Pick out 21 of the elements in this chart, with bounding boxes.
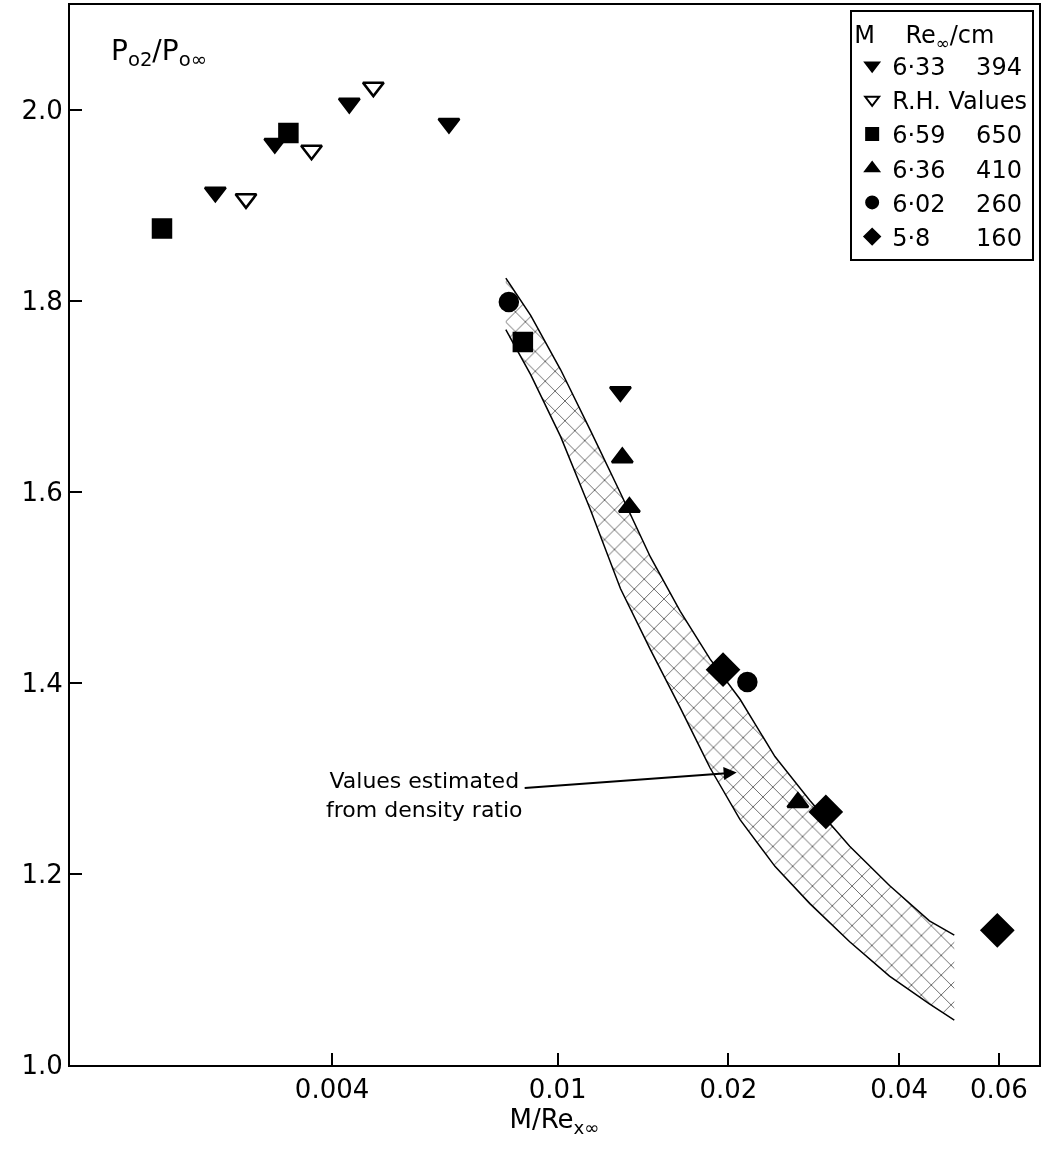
legend-label: 5·8 160 (892, 223, 1022, 252)
y-tick-label: 1.2 (21, 859, 63, 890)
y-tick-label: 1.0 (21, 1050, 63, 1081)
y-tick-label: 2.0 (21, 95, 63, 126)
legend-label: 6·33 394 (892, 52, 1022, 81)
y-tick-label: 1.8 (21, 286, 63, 317)
legend-label: R.H. Values (892, 87, 1027, 116)
legend-label: 6·02 260 (892, 189, 1022, 218)
x-tick-label: 0.06 (969, 1074, 1028, 1105)
y-tick-label: 1.6 (21, 477, 63, 508)
legend-label: 6·36 410 (892, 155, 1022, 184)
x-axis-title: M/Re$_{x∞}$ (509, 1104, 600, 1138)
x-tick-label: 0.01 (528, 1074, 587, 1105)
y-axis-title: P$_{o2}$/P$_{o∞}$ (111, 34, 207, 71)
legend-label: 6·59 650 (892, 121, 1022, 150)
x-tick-label: 0.04 (870, 1074, 929, 1105)
legend-title: M Re$_{∞}$/cm (854, 21, 995, 53)
x-tick-label: 0.004 (294, 1074, 370, 1105)
annotation: Values estimated from density ratio (326, 768, 523, 822)
x-tick-label: 0.02 (699, 1074, 758, 1105)
y-tick-label: 1.4 (21, 668, 63, 699)
